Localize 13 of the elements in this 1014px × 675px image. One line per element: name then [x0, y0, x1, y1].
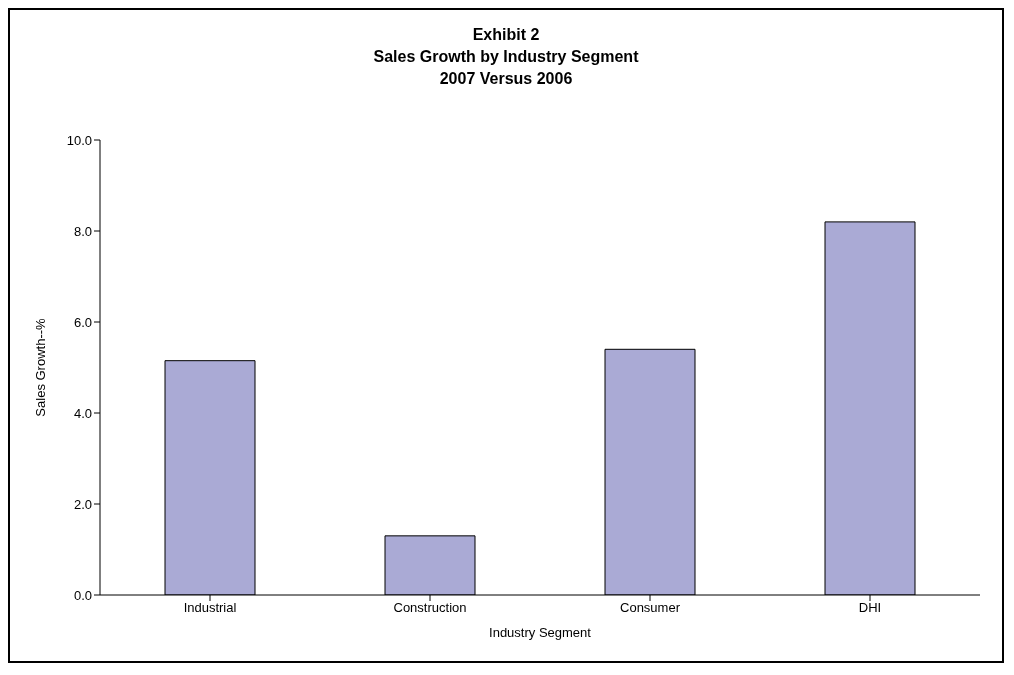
y-axis-title: Sales Growth--%: [32, 317, 48, 417]
x-tick-label: Industrial: [183, 600, 237, 616]
y-tick-label: 2.0: [73, 496, 92, 512]
y-tick-label: 4.0: [73, 405, 92, 421]
x-tick-label: Consumer: [620, 600, 681, 616]
x-axis-title: Industry Segment: [489, 625, 592, 640]
y-tick-label: 0.0: [73, 587, 92, 603]
x-tick-label: DHI: [858, 600, 882, 616]
x-tick-label: Construction: [393, 600, 467, 616]
chart-title: Exhibit 2 Sales Growth by Industry Segment 2007 Versus 2006: [372, 25, 640, 89]
y-tick-label: 6.0: [73, 314, 92, 330]
y-tick-label: 8.0: [73, 223, 92, 239]
y-tick-label: 10.0: [66, 132, 92, 148]
